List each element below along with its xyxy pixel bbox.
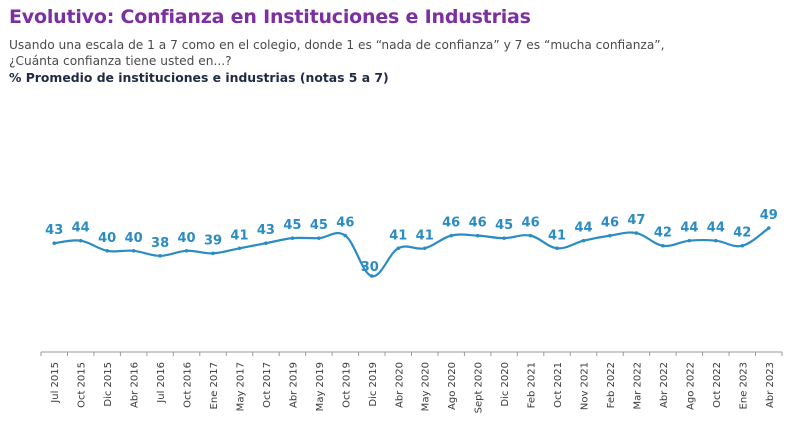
data-point (52, 241, 57, 246)
data-label: 41 (230, 228, 248, 243)
x-axis (40, 351, 783, 356)
data-label: 40 (178, 231, 196, 246)
data-point (740, 243, 745, 248)
data-point (608, 233, 612, 238)
data-point (317, 236, 321, 240)
data-point (634, 231, 639, 235)
data-point (555, 246, 559, 251)
data-label: 39 (204, 233, 222, 248)
data-point (714, 238, 718, 243)
data-label: 44 (574, 221, 592, 236)
data-point (131, 249, 136, 253)
x-tick-label: Oct 2021 (553, 362, 564, 408)
x-tick-label: Ago 2022 (685, 362, 696, 410)
data-label: 38 (151, 236, 169, 251)
data-label: 46 (469, 216, 487, 231)
x-tick-label: Dic 2015 (103, 362, 114, 407)
data-labels: 43 44 40 40 38 40 39 41 43 45 45 46 30 41 41 46 46 45 46 41… (45, 208, 778, 275)
data-label: 40 (98, 231, 116, 246)
data-label: 42 (733, 226, 751, 241)
data-point (158, 254, 162, 258)
x-tick-label: Feb 2022 (606, 362, 617, 408)
data-label: 45 (495, 218, 513, 233)
data-label: 46 (522, 216, 540, 231)
data-label: 43 (257, 223, 275, 238)
x-tick-label: Oct 2022 (712, 362, 723, 408)
x-tick-label: Sept 2020 (474, 362, 485, 413)
x-tick-label: May 2020 (421, 362, 432, 411)
x-tick-label: Abr 2019 (288, 362, 299, 408)
data-label: 44 (707, 221, 725, 236)
data-point (475, 233, 480, 238)
x-tick-label: Jul 2016 (156, 362, 167, 404)
data-point (105, 249, 109, 253)
x-tick-label: Mar 2022 (632, 362, 643, 410)
subtitle-line-2: ¿Cuánta confianza tiene usted en...? (9, 54, 232, 68)
data-point (581, 238, 586, 243)
chart-subtitle: Usando una escala de 1 a 7 como en el co… (9, 37, 799, 69)
x-tick-label: May 2019 (315, 362, 326, 411)
data-label: 45 (283, 218, 301, 233)
data-point (290, 236, 295, 240)
x-tick-label: Abr 2022 (659, 362, 670, 408)
chart-title: Evolutivo: Confianza en Instituciones e … (9, 6, 531, 28)
x-tick-label: Abr 2023 (765, 362, 776, 408)
x-tick-label: Nov 2021 (580, 362, 591, 410)
data-label: 46 (336, 216, 354, 231)
data-point (449, 233, 453, 238)
series-line (53, 226, 770, 278)
data-label: 46 (601, 216, 619, 231)
data-label: 44 (72, 221, 90, 236)
x-tick-label: Oct 2015 (77, 362, 88, 408)
x-tick-label: Dic 2019 (368, 362, 379, 407)
data-point (766, 226, 771, 230)
x-tick-label: Ene 2017 (209, 362, 220, 409)
measure-label: % Promedio de instituciones e industrias… (9, 70, 389, 85)
data-label: 30 (361, 260, 379, 275)
data-label: 44 (680, 221, 698, 236)
data-point (661, 243, 665, 248)
data-point (211, 251, 215, 256)
data-point (687, 238, 692, 243)
data-point (237, 246, 242, 251)
data-label: 41 (416, 228, 434, 243)
x-tick-label: Oct 2017 (262, 362, 273, 408)
data-label: 41 (548, 228, 566, 243)
x-tick-label: Jul 2015 (50, 362, 61, 404)
x-tick-label: Abr 2016 (130, 362, 141, 408)
x-tick-label: Oct 2019 (341, 362, 352, 408)
data-label: 41 (389, 228, 407, 243)
data-point (422, 246, 427, 251)
subtitle-line-1: Usando una escala de 1 a 7 como en el co… (9, 38, 665, 52)
x-tick-label: Abr 2020 (394, 362, 405, 408)
x-tick-label: Ago 2020 (447, 362, 458, 410)
x-tick-label: Feb 2021 (527, 362, 538, 408)
data-point (396, 246, 401, 251)
data-point (78, 238, 83, 243)
data-label: 40 (125, 231, 143, 246)
data-label: 43 (45, 223, 63, 238)
data-point (184, 249, 189, 253)
data-label: 42 (654, 226, 672, 241)
x-tick-label: May 2017 (235, 362, 246, 411)
x-tick-labels: Jul 2015 Oct 2015 Dic 2015 Abr 2016 Jul 2016… (50, 362, 776, 413)
data-point (370, 274, 374, 278)
x-tick-label: Oct 2016 (183, 362, 194, 408)
data-point (264, 241, 268, 246)
data-label: 46 (442, 216, 460, 231)
data-points (52, 226, 771, 278)
x-tick-label: Ene 2023 (738, 362, 749, 409)
data-point (343, 233, 348, 238)
data-point (528, 233, 533, 238)
data-label: 45 (310, 218, 328, 233)
x-tick-label: Dic 2020 (500, 362, 511, 407)
data-label: 47 (627, 213, 645, 228)
data-point (502, 236, 506, 240)
data-label: 49 (760, 208, 778, 223)
